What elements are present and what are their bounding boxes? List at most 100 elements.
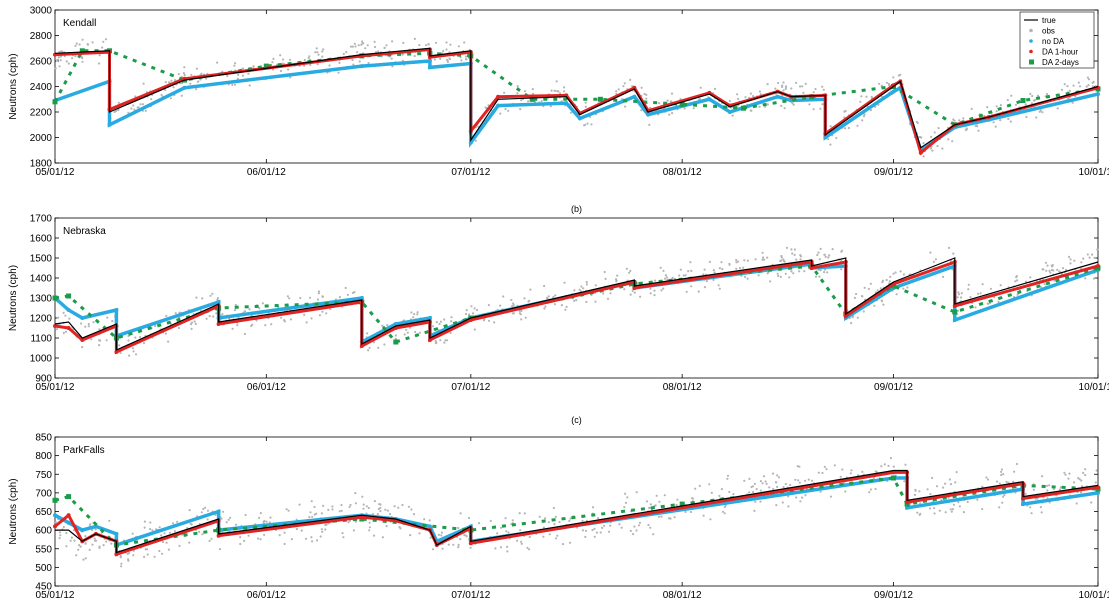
obs-point xyxy=(354,492,357,495)
obs-point xyxy=(322,504,325,507)
obs-point xyxy=(164,332,167,335)
obs-point xyxy=(814,275,818,278)
obs-point xyxy=(602,292,605,295)
obs-point xyxy=(791,102,794,105)
obs-point xyxy=(229,516,232,519)
obs-point xyxy=(446,60,449,64)
obs-point xyxy=(463,534,466,537)
series-no-da-point xyxy=(577,116,582,121)
obs-point xyxy=(1084,474,1087,477)
obs-point xyxy=(317,290,321,293)
obs-point xyxy=(585,529,588,532)
obs-point xyxy=(407,505,410,508)
obs-point xyxy=(205,77,208,80)
obs-point xyxy=(1041,475,1044,478)
obs-point xyxy=(520,540,523,543)
obs-point xyxy=(794,478,797,481)
legend-label-noDA: no DA xyxy=(1042,37,1065,46)
obs-point xyxy=(168,531,172,534)
obs-point xyxy=(998,482,1001,485)
obs-point xyxy=(218,548,221,551)
obs-point xyxy=(412,513,416,516)
obs-point xyxy=(394,337,397,340)
obs-point xyxy=(1039,109,1042,112)
obs-point xyxy=(84,325,87,328)
obs-point xyxy=(558,92,562,95)
obs-point xyxy=(512,304,515,307)
obs-point xyxy=(728,262,731,265)
obs-point xyxy=(57,316,60,319)
obs-point xyxy=(386,509,389,512)
obs-point xyxy=(528,535,531,539)
obs-point xyxy=(259,538,262,541)
obs-point xyxy=(752,95,755,98)
obs-point xyxy=(922,142,925,145)
obs-point xyxy=(251,323,254,326)
obs-point xyxy=(324,523,327,527)
obs-point xyxy=(648,506,651,509)
legend-marker-obs xyxy=(1029,28,1033,33)
panel-2: (b) Nebraska 900 1000 1100 1200 1300 1400 1500 16… xyxy=(8,204,1109,393)
obs-point xyxy=(731,114,734,117)
obs-point xyxy=(647,523,650,527)
obs-point xyxy=(844,490,847,493)
obs-point xyxy=(505,530,508,533)
obs-point xyxy=(793,253,796,256)
obs-point xyxy=(958,119,961,122)
obs-point xyxy=(790,270,793,273)
series-no-da-point xyxy=(1021,502,1025,507)
obs-point xyxy=(65,60,68,63)
obs-point xyxy=(920,136,923,139)
obs-point xyxy=(591,529,594,532)
obs-point xyxy=(609,292,612,295)
obs-point xyxy=(65,531,68,535)
obs-point xyxy=(1087,78,1091,81)
y-tick-label: 550 xyxy=(35,544,52,555)
obs-point xyxy=(59,55,63,58)
obs-point xyxy=(823,465,826,468)
obs-point xyxy=(368,526,371,529)
obs-point xyxy=(468,313,471,316)
obs-point xyxy=(1063,83,1066,86)
obs-point xyxy=(376,512,379,516)
obs-point xyxy=(553,303,557,306)
obs-point xyxy=(200,511,203,514)
obs-point xyxy=(118,344,121,347)
obs-point xyxy=(999,104,1003,107)
obs-point xyxy=(928,507,932,510)
obs-point xyxy=(629,529,632,533)
series-no-da-point xyxy=(80,528,85,533)
obs-point xyxy=(401,53,404,56)
obs-point xyxy=(796,465,799,468)
obs-point xyxy=(1059,486,1062,489)
obs-point xyxy=(1058,270,1061,273)
obs-point xyxy=(413,37,416,41)
series-no-da-point xyxy=(1096,92,1100,97)
obs-point xyxy=(883,463,886,466)
obs-point xyxy=(582,287,585,290)
y-tick-label: 450 xyxy=(35,582,52,593)
obs-point xyxy=(87,325,90,328)
obs-point xyxy=(839,475,842,478)
obs-point xyxy=(720,488,724,491)
obs-point xyxy=(91,543,94,546)
obs-point xyxy=(769,280,772,283)
obs-point xyxy=(944,482,947,485)
obs-point xyxy=(206,518,209,521)
obs-point xyxy=(470,305,473,308)
obs-point xyxy=(287,509,290,512)
series-no-da-point xyxy=(53,513,57,518)
obs-point xyxy=(340,509,343,512)
obs-point xyxy=(1067,477,1070,480)
obs-point xyxy=(463,41,466,44)
obs-point xyxy=(880,300,884,303)
obs-point xyxy=(549,105,552,108)
obs-point xyxy=(861,470,864,473)
obs-point xyxy=(173,530,176,533)
obs-point xyxy=(676,498,679,501)
obs-point xyxy=(439,339,442,342)
obs-point xyxy=(974,306,977,309)
obs-point xyxy=(206,509,210,512)
obs-point xyxy=(431,548,435,551)
obs-point xyxy=(272,57,275,61)
